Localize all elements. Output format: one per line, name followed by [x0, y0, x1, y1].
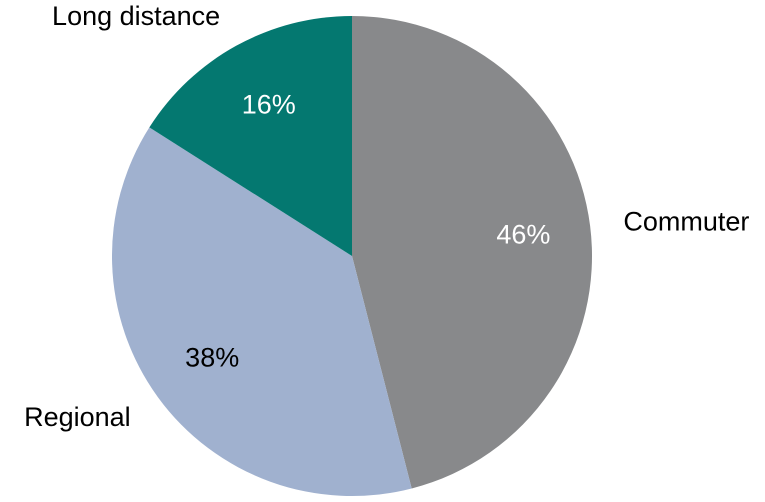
data-label-regional: 38%: [185, 343, 239, 373]
category-label-commuter: Commuter: [623, 207, 749, 237]
pie-slice-regional: [111, 127, 412, 497]
pie-slice-long-distance: [149, 16, 352, 256]
category-label-regional: Regional: [24, 402, 131, 432]
data-label-commuter: 46%: [496, 219, 550, 249]
pie-slice-commuter: [352, 16, 593, 489]
category-label-long-distance: Long distance: [52, 1, 220, 31]
pie-labels: 46% Commuter 38% Regional 16% Long distance: [24, 1, 749, 432]
pie-slices: [111, 16, 593, 497]
data-label-long-distance: 16%: [242, 90, 296, 120]
